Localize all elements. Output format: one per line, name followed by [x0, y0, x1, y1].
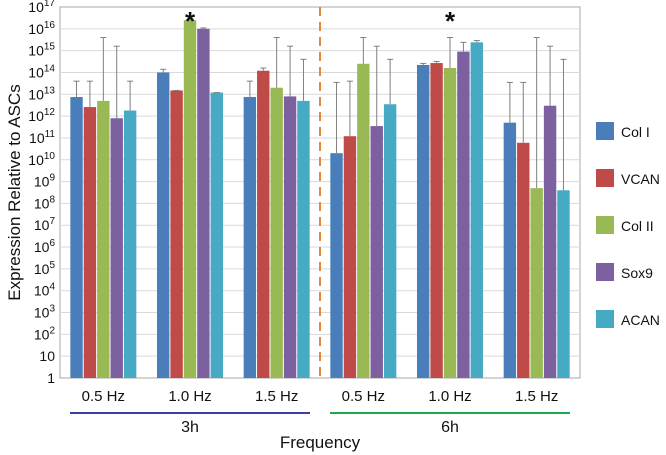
y-tick-label: 108 — [34, 194, 56, 211]
y-tick-label: 1015 — [28, 42, 55, 59]
bar — [517, 142, 530, 378]
y-tick-label: 1012 — [28, 107, 55, 124]
significance-star: * — [445, 6, 456, 36]
y-tick-label: 1014 — [28, 63, 55, 80]
bar — [330, 153, 343, 378]
bar — [430, 63, 443, 379]
bar — [557, 190, 570, 378]
bar — [110, 118, 123, 378]
bar — [70, 97, 83, 378]
legend-label: ACAN — [621, 312, 660, 328]
bar — [257, 70, 270, 378]
annotations: * * — [185, 6, 456, 36]
bar — [503, 122, 517, 378]
y-axis-ticks: 1 10 102 103 104 105 106 107 108 109 1010 1011 1012 1… — [28, 0, 55, 386]
x-tick-label: 1.0 Hz — [168, 388, 211, 405]
y-tick-label: 104 — [34, 282, 56, 299]
legend-label: Col II — [621, 218, 654, 234]
x-axis-label: Frequency — [280, 433, 361, 452]
x-tick-label: 0.5 Hz — [82, 388, 125, 405]
significance-star: * — [185, 6, 196, 36]
bar — [210, 92, 223, 378]
group-label: 6h — [441, 419, 459, 436]
legend-label: Sox9 — [621, 265, 653, 281]
y-tick-label: 1017 — [28, 0, 55, 15]
y-axis-label: Expression Relative to ASCs — [5, 84, 24, 300]
legend-swatch — [596, 263, 614, 281]
x-tick-label: 1.5 Hz — [255, 388, 298, 405]
bar — [270, 87, 283, 378]
bar — [170, 90, 183, 379]
bar — [530, 188, 543, 378]
y-tick-label: 1016 — [28, 20, 55, 37]
bar — [243, 97, 257, 378]
bar — [383, 104, 397, 378]
x-tick-label: 0.5 Hz — [342, 388, 385, 405]
y-tick-label: 103 — [34, 304, 56, 321]
legend-label: VCAN — [621, 171, 660, 187]
bar — [297, 100, 310, 379]
y-tick-label: 1011 — [29, 129, 55, 146]
y-tick-label: 1013 — [28, 85, 55, 102]
bar — [183, 20, 197, 379]
group-labels: 3h 6h — [70, 412, 570, 436]
bar — [370, 126, 383, 378]
x-tick-label: 1.5 Hz — [515, 388, 558, 405]
y-tick-label: 106 — [34, 238, 56, 255]
group-label: 3h — [181, 419, 199, 436]
bar — [417, 64, 430, 379]
bar — [123, 110, 137, 379]
bar — [83, 107, 97, 378]
bar — [457, 51, 470, 378]
y-tick-label: 105 — [34, 260, 56, 277]
legend-swatch — [596, 122, 614, 140]
bar — [283, 96, 297, 379]
y-tick-label: 10 — [39, 348, 55, 364]
x-axis-categories: 0.5 Hz 1.0 Hz 1.5 Hz 0.5 Hz 1.0 Hz 1.5 Hz — [82, 388, 559, 405]
legend-label: Col I — [621, 124, 650, 140]
bar — [357, 63, 370, 378]
legend: Col I VCAN Col II Sox9 ACAN — [596, 122, 660, 328]
bar — [97, 100, 110, 379]
bar — [157, 72, 170, 379]
legend-swatch — [596, 169, 614, 187]
y-tick-label: 107 — [34, 216, 56, 233]
legend-swatch — [596, 310, 614, 328]
bar — [443, 68, 457, 379]
bar — [343, 136, 357, 378]
bar — [543, 105, 557, 379]
bar — [470, 42, 483, 378]
bar — [197, 28, 210, 379]
bars — [70, 20, 570, 379]
y-tick-label: 1 — [47, 370, 55, 386]
y-tick-label: 109 — [34, 173, 56, 190]
legend-swatch — [596, 216, 614, 234]
error-bars — [73, 18, 567, 191]
y-tick-label: 1010 — [28, 151, 55, 168]
y-tick-label: 102 — [34, 325, 56, 342]
x-tick-label: 1.0 Hz — [428, 388, 471, 405]
